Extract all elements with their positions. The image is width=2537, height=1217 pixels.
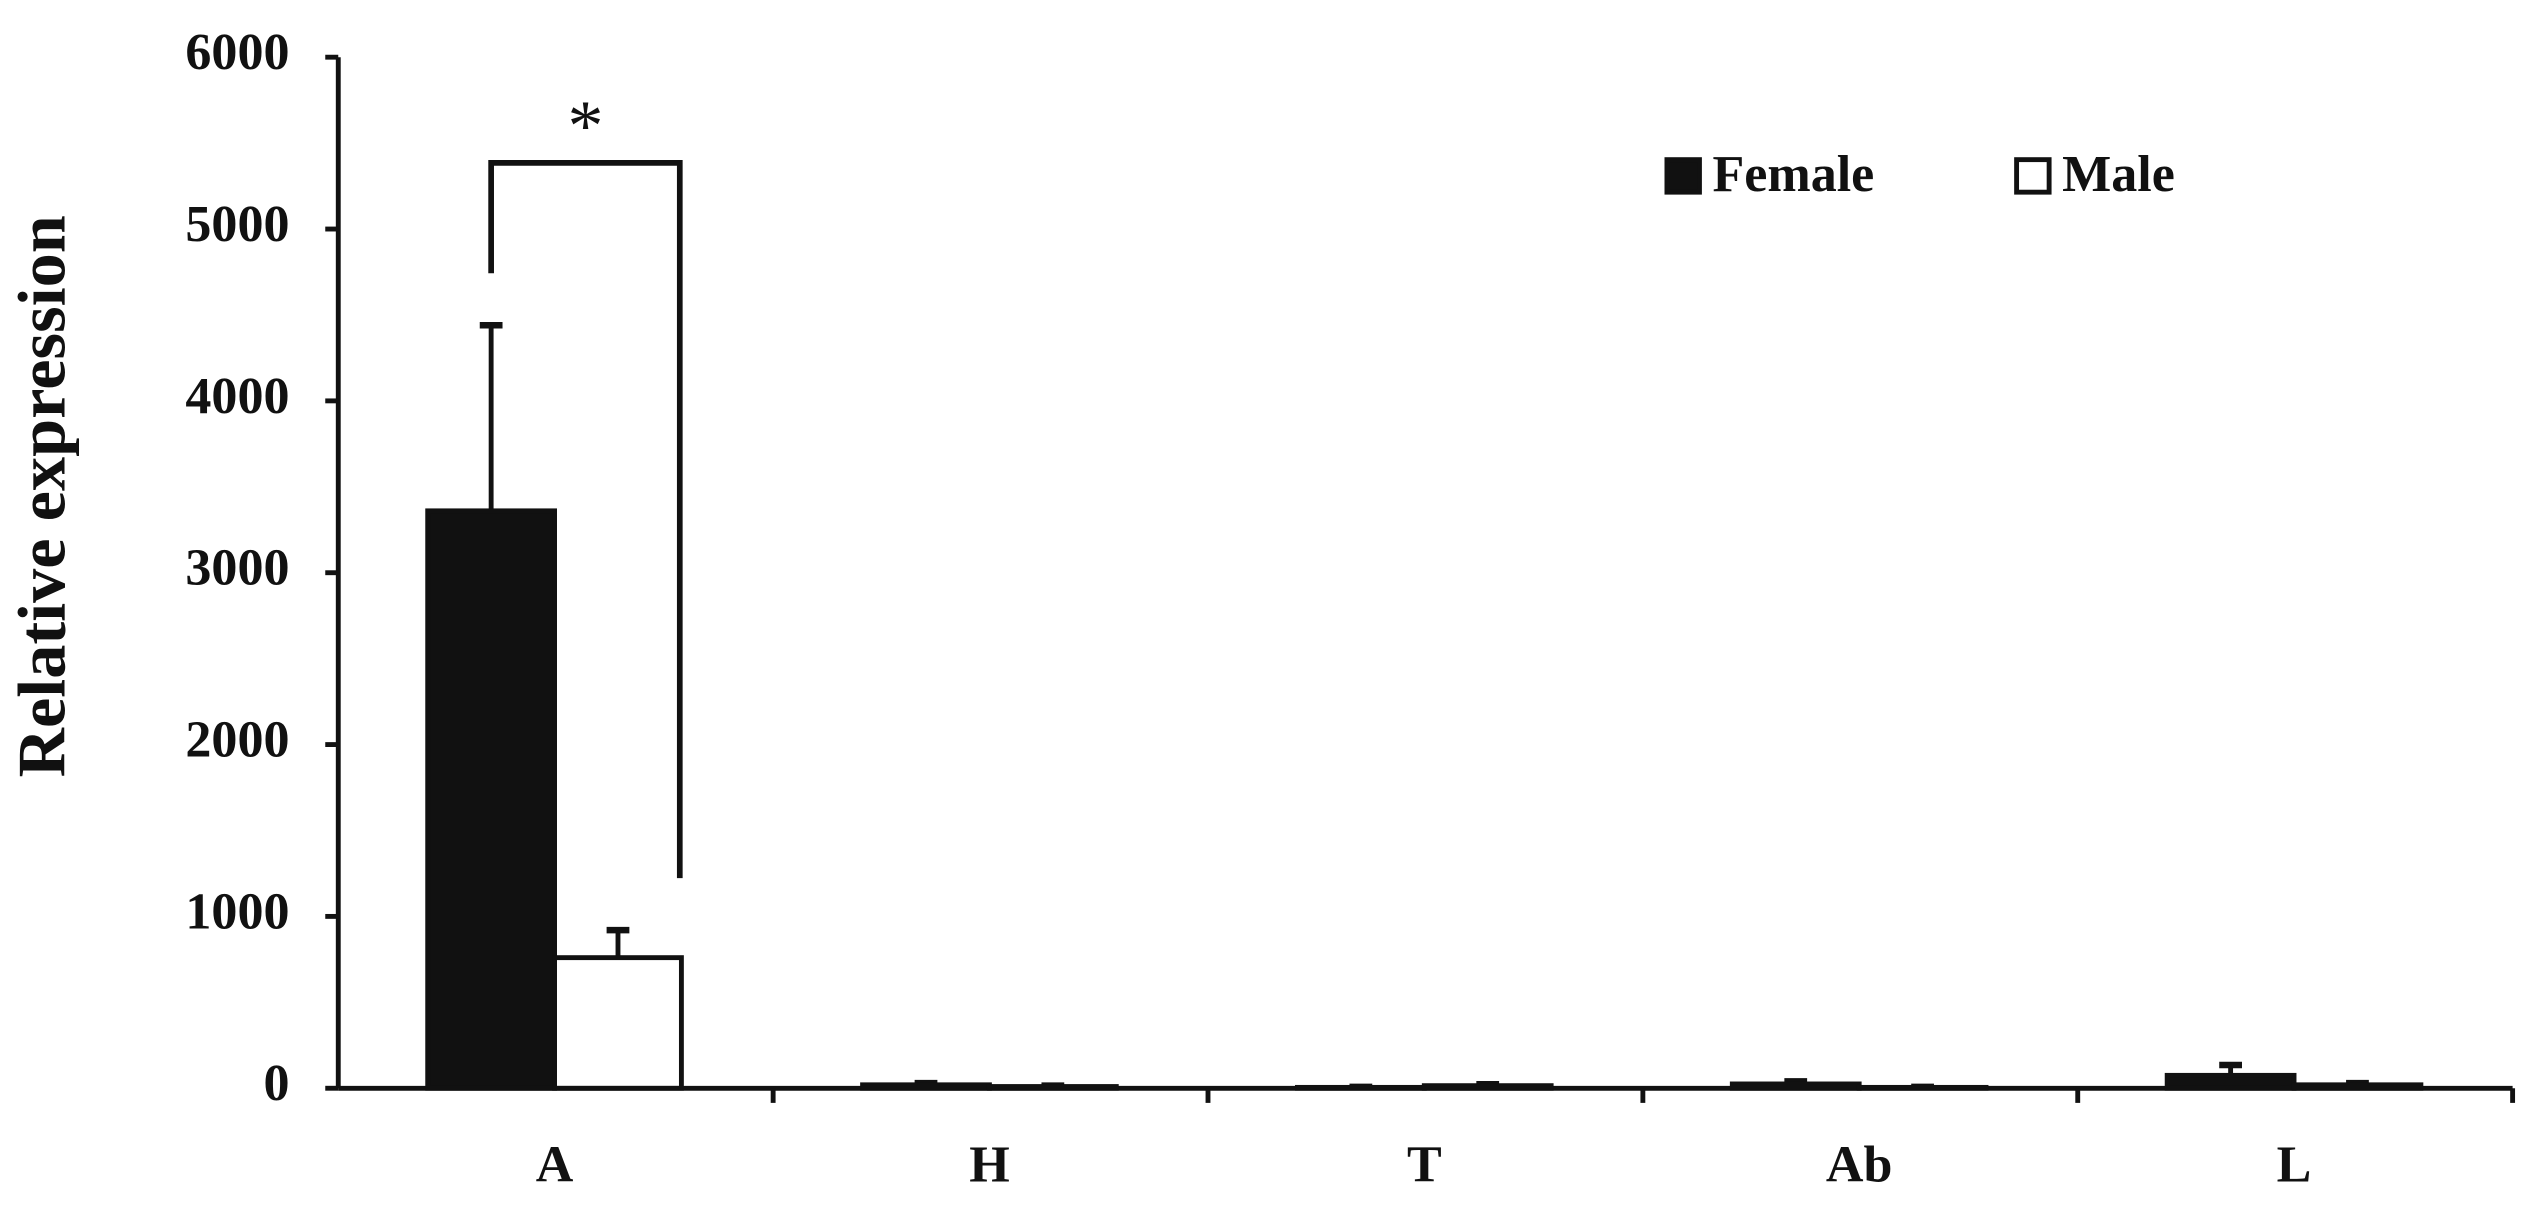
bar (1729, 1081, 1862, 1091)
x-tick-label: Ab (1826, 1137, 1893, 1194)
y-axis-title: Relative expression (3, 215, 79, 777)
bar (2164, 1072, 2297, 1091)
y-tick-label: 3000 (185, 540, 289, 597)
significance-bracket (488, 160, 683, 879)
y-tick-label: 5000 (185, 196, 289, 253)
legend-label: Female (1712, 146, 1874, 203)
legend-swatch (1664, 157, 1702, 195)
bar (1295, 1084, 1427, 1091)
y-tick-label: 2000 (185, 712, 289, 769)
bar (986, 1084, 1119, 1091)
y-tick-label: 4000 (185, 368, 289, 425)
y-tick-label: 6000 (185, 24, 289, 81)
y-tick-label: 1000 (185, 883, 289, 940)
bar (552, 955, 684, 1091)
x-tick-label: L (2277, 1137, 2312, 1194)
bar (860, 1082, 992, 1091)
x-tick-label: A (536, 1137, 574, 1194)
bar (1421, 1083, 1554, 1091)
bar (1856, 1084, 1989, 1091)
significance-label: * (568, 87, 604, 166)
y-tick-label: 0 (263, 1055, 289, 1112)
legend-label: Male (2062, 146, 2175, 203)
bar (2291, 1082, 2424, 1091)
x-tick-label: H (969, 1137, 1009, 1194)
bar (425, 508, 558, 1091)
legend-swatch (2014, 157, 2052, 195)
x-tick-label: T (1407, 1137, 1442, 1194)
